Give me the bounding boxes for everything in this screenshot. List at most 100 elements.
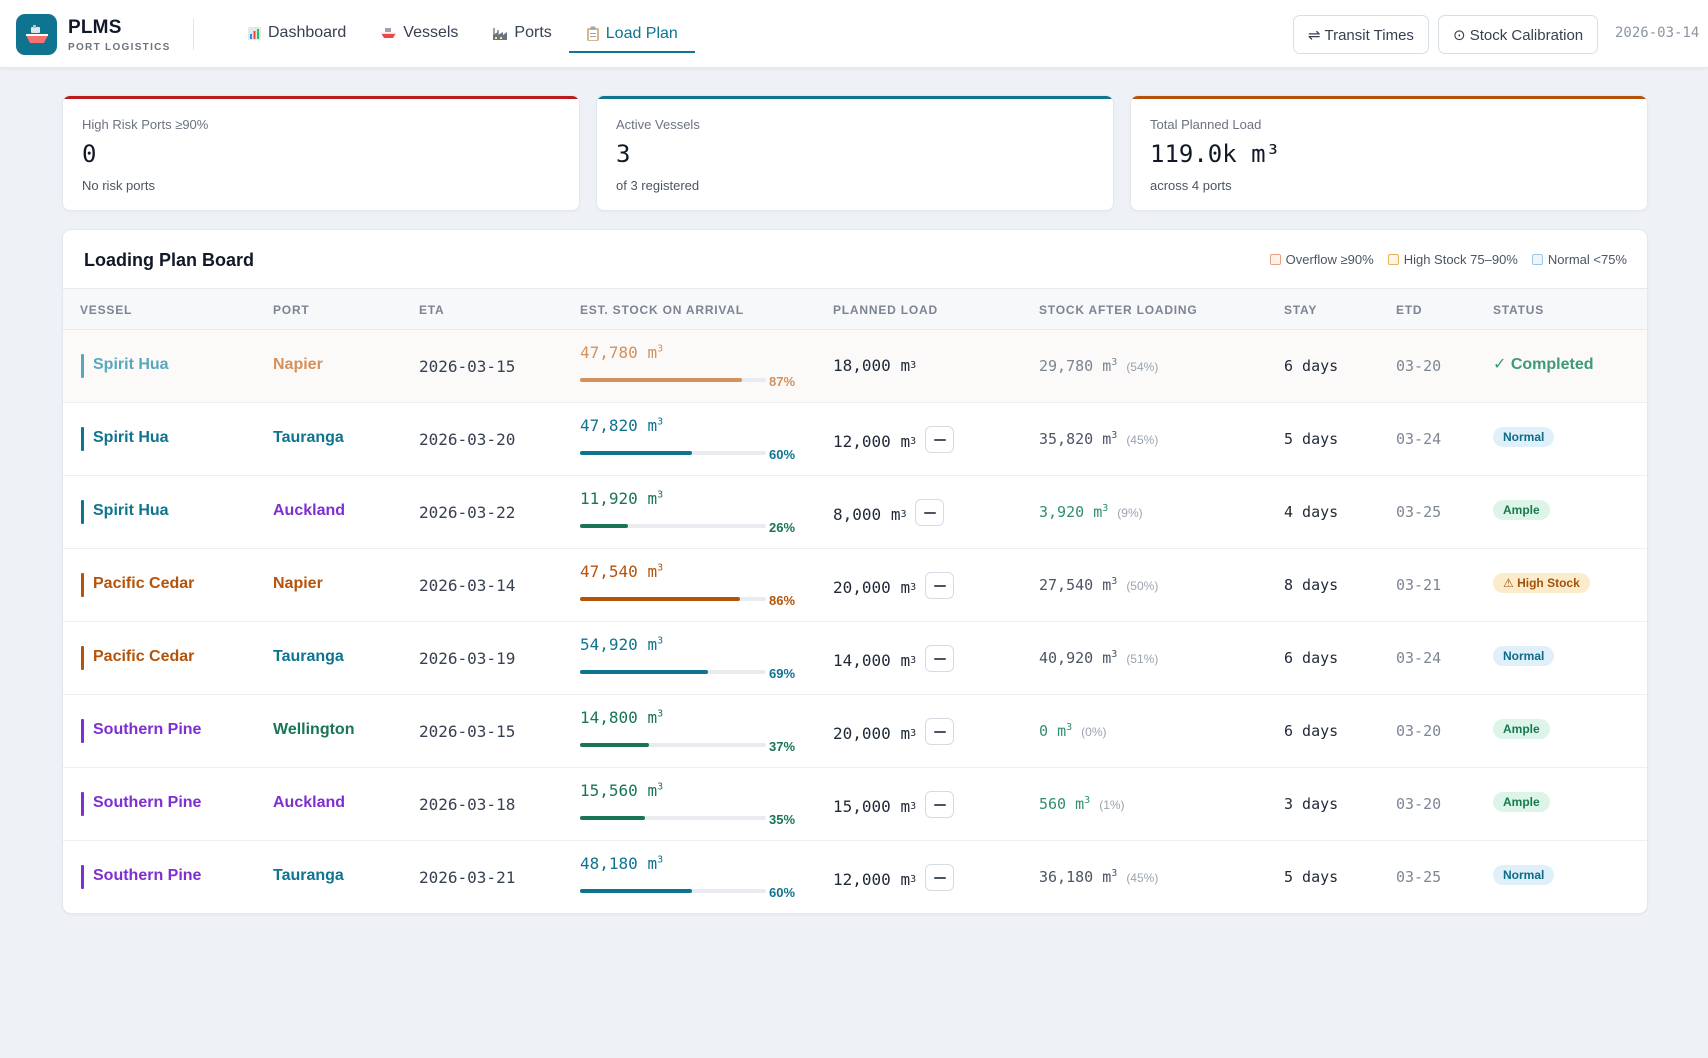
unit: m	[647, 781, 658, 800]
stock-progress-fill	[580, 670, 709, 674]
table-row[interactable]: Spirit Hua Napier 2026-03-15 47,780 m3 87% 18…	[63, 330, 1647, 403]
table-row[interactable]: Southern Pine Auckland 2026-03-18 15,560 m3…	[63, 768, 1647, 841]
eta-date: 2026-03-20	[419, 430, 516, 449]
vessel-name[interactable]: Spirit Hua	[93, 356, 169, 373]
stock-percent: 60%	[769, 885, 796, 900]
vessel-name[interactable]: Pacific Cedar	[93, 648, 195, 665]
col-stock-after: STOCK AFTER LOADING	[1039, 303, 1198, 317]
port-name[interactable]: Tauranga	[273, 429, 344, 446]
eta-date: 2026-03-14	[419, 576, 516, 595]
eta-date: 2026-03-21	[419, 868, 516, 887]
status-badge: Normal	[1493, 427, 1555, 447]
table-row[interactable]: Spirit Hua Auckland 2026-03-22 11,920 m3 26%…	[63, 476, 1647, 549]
edit-dash-icon	[933, 657, 946, 660]
edit-dash-icon	[923, 511, 936, 514]
edit-dash-icon	[933, 438, 946, 441]
edit-load-button[interactable]	[925, 426, 955, 453]
card-label: Total Planned Load	[1150, 117, 1262, 132]
vessel-name[interactable]: Southern Pine	[93, 721, 202, 738]
col-etd: ETD	[1396, 303, 1423, 317]
table-row[interactable]: Spirit Hua Tauranga 2026-03-20 47,820 m3 60%…	[63, 403, 1647, 476]
stock-after-percent: (45%)	[1126, 433, 1159, 447]
est-stock-value: 47,820 m3	[580, 416, 664, 435]
card-subtext: of 3 registered	[616, 178, 700, 193]
card-value: 0	[82, 140, 97, 168]
card-accent-line	[597, 96, 1113, 99]
unit: m	[1075, 795, 1085, 813]
vessel-color-bar	[81, 500, 84, 524]
stock-percent: 26%	[769, 520, 796, 535]
nav-ports[interactable]: Ports	[475, 0, 568, 68]
col-vessel: VESSEL	[80, 303, 133, 317]
port-name[interactable]: Auckland	[273, 794, 346, 811]
planned-load-number: 20,000	[833, 723, 891, 743]
unit: m	[647, 343, 658, 362]
edit-load-button[interactable]	[925, 645, 955, 672]
unit: m	[900, 869, 911, 889]
vessel-color-bar	[81, 427, 84, 451]
stock-after-number: 36,180	[1039, 868, 1094, 886]
edit-load-button[interactable]	[925, 718, 955, 745]
app-logo[interactable]	[16, 14, 57, 55]
factory-icon	[492, 26, 508, 41]
legend-swatch	[1269, 254, 1281, 265]
legend-label: High Stock 75–90%	[1403, 252, 1518, 267]
planned-load-number: 15,000	[833, 796, 891, 816]
edit-dash-icon	[933, 730, 946, 733]
table-row[interactable]: Southern Pine Tauranga 2026-03-21 48,180 m 3…	[63, 841, 1647, 913]
edit-load-button[interactable]	[925, 572, 955, 599]
stock-after-percent: (51%)	[1126, 652, 1159, 666]
stock-after-loading: 0 m3 (0%)	[1039, 722, 1107, 740]
nav-load-plan[interactable]: Load Plan	[568, 0, 695, 53]
status-badge: Normal	[1493, 646, 1555, 666]
nav-ports-label: Ports	[514, 24, 552, 41]
stock-progress-bar	[580, 597, 766, 601]
edit-load-button[interactable]	[925, 791, 955, 818]
port-name[interactable]: Napier	[273, 575, 323, 592]
est-stock-number: 48,180	[580, 854, 638, 873]
vessel-name[interactable]: Pacific Cedar	[93, 575, 195, 592]
vessel-name[interactable]: Southern Pine	[93, 794, 202, 811]
port-name[interactable]: Napier	[273, 356, 323, 373]
port-name[interactable]: Tauranga	[273, 867, 344, 884]
stock-after-percent: (0%)	[1081, 725, 1107, 739]
status-badge: Ample	[1493, 500, 1550, 520]
port-name[interactable]: Auckland	[273, 502, 346, 519]
nav-vessels[interactable]: Vessels	[363, 0, 475, 68]
table-row[interactable]: Southern Pine Wellington 2026-03-15 14,800 …	[63, 695, 1647, 768]
planned-load-number: 18,000	[833, 356, 891, 375]
port-name[interactable]: Tauranga	[273, 648, 344, 665]
stock-after-percent: (9%)	[1117, 506, 1143, 520]
vessel-name[interactable]: Southern Pine	[93, 867, 202, 884]
stay-duration: 5 days	[1284, 868, 1339, 886]
est-stock-value: 14,800 m3	[580, 708, 664, 727]
table-row[interactable]: Pacific Cedar Tauranga 2026-03-19 54,920 m3…	[63, 622, 1647, 695]
transit-times-button[interactable]: ⇌ Transit Times	[1293, 15, 1429, 54]
legend-normal: Normal <75%	[1531, 252, 1627, 267]
vessel-color-bar	[81, 865, 84, 889]
planned-load-number: 12,000	[833, 869, 891, 889]
port-name[interactable]: Wellington	[273, 721, 355, 738]
nav-dashboard[interactable]: Dashboard	[230, 0, 363, 68]
edit-load-button[interactable]	[925, 864, 955, 891]
etd-date: 03-24	[1396, 430, 1442, 448]
board-title: Loading Plan Board	[84, 250, 255, 270]
unit: m	[647, 635, 658, 654]
est-stock-number: 14,800	[580, 708, 638, 727]
table-row[interactable]: Pacific Cedar Napier 2026-03-14 47,540 m3 86…	[63, 549, 1647, 622]
stock-progress-fill	[580, 451, 692, 455]
vessel-name[interactable]: Spirit Hua	[93, 502, 169, 519]
status-cell: Ample	[1493, 792, 1550, 812]
etd-date: 03-20	[1396, 795, 1442, 813]
edit-load-button[interactable]	[915, 499, 945, 526]
stock-progress-fill	[580, 816, 646, 820]
unit: m	[1102, 430, 1112, 448]
vessel-name[interactable]: Spirit Hua	[93, 429, 169, 446]
stay-duration: 3 days	[1284, 795, 1339, 813]
status-badge: Ample	[1493, 792, 1550, 812]
stock-percent: 86%	[769, 593, 796, 608]
stock-calibration-button[interactable]: ⊙ Stock Calibration	[1438, 15, 1599, 54]
